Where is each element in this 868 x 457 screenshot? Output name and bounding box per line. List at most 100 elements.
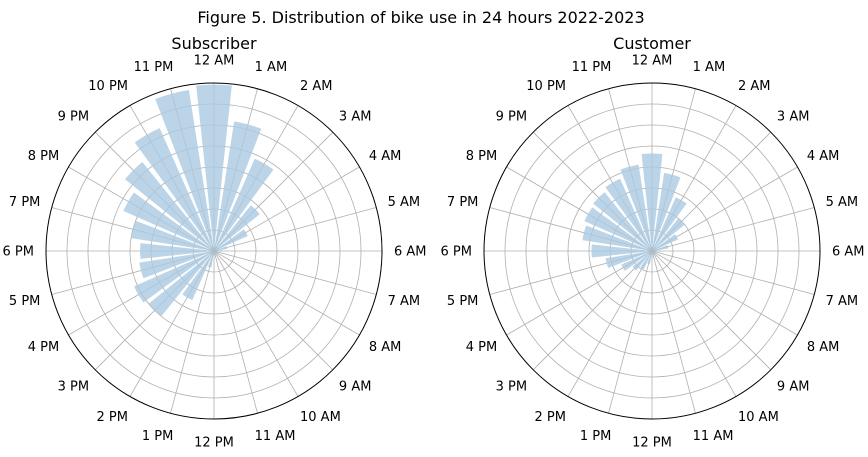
customer-angular-gridline xyxy=(651,250,815,295)
customer-hour-label-3-pm: 3 PM xyxy=(496,380,527,395)
customer-hour-label-1-pm: 1 PM xyxy=(580,429,611,444)
subscriber-angular-gridline xyxy=(213,250,258,414)
subscriber-hour-label-3-am: 3 AM xyxy=(339,109,372,124)
subscriber-polar-chart: Subscriber 12 AM 1 AM 2 AM 3 AM 4 AM 5 AM 6 AM… xyxy=(3,34,427,451)
customer-bar-3-pm xyxy=(632,251,652,271)
subscriber-bars xyxy=(123,84,274,317)
customer-bar-6-am xyxy=(652,250,661,252)
customer-chart-title: Customer xyxy=(613,34,691,53)
figure-title: Figure 5. Distribution of bike use in 24… xyxy=(197,8,644,27)
customer-hour-label-6-pm: 6 PM xyxy=(441,245,472,260)
customer-bar-8-pm xyxy=(584,207,652,251)
subscriber-chart-title: Subscriber xyxy=(171,34,257,53)
customer-bar-1-pm xyxy=(647,251,652,265)
subscriber-angular-gridline xyxy=(213,250,377,295)
subscriber-hour-label-4-pm: 4 PM xyxy=(28,340,59,355)
subscriber-bar-4-am xyxy=(214,229,248,251)
subscriber-bar-8-pm xyxy=(123,192,214,251)
subscriber-bar-1-am xyxy=(214,121,262,251)
subscriber-hour-label-12-pm: 12 PM xyxy=(194,436,234,451)
customer-bars xyxy=(582,153,687,271)
subscriber-bar-12-pm xyxy=(213,251,215,257)
subscriber-hour-label-2-pm: 2 PM xyxy=(97,410,128,425)
subscriber-bar-12-am xyxy=(196,84,232,251)
subscriber-bar-11-pm xyxy=(155,89,214,251)
subscriber-outer-frame xyxy=(45,82,383,420)
customer-hour-label-12-am: 12 AM xyxy=(632,54,673,69)
customer-hour-label-2-am: 2 AM xyxy=(738,79,771,94)
subscriber-bar-6-am xyxy=(214,250,223,252)
customer-angular-gridline xyxy=(532,250,653,371)
subscriber-hour-label-12-am: 12 AM xyxy=(194,54,235,69)
customer-hour-label-3-am: 3 AM xyxy=(777,109,810,124)
subscriber-hour-label-8-am: 8 AM xyxy=(369,340,402,355)
customer-bar-9-am xyxy=(652,251,655,254)
subscriber-bar-3-am xyxy=(214,205,260,251)
subscriber-hour-label-3-pm: 3 PM xyxy=(58,380,89,395)
customer-bar-9-pm xyxy=(593,192,652,251)
customer-bar-3-am xyxy=(652,218,685,251)
customer-bar-12-pm xyxy=(651,251,653,258)
customer-hour-label-8-am: 8 AM xyxy=(807,340,840,355)
customer-bar-5-pm xyxy=(605,251,652,268)
customer-hour-label-5-pm: 5 PM xyxy=(447,294,478,309)
customer-angular-gridline xyxy=(567,250,653,397)
subscriber-bar-11-am xyxy=(214,251,216,255)
subscriber-hour-label-5-pm: 5 PM xyxy=(9,294,40,309)
customer-bar-2-am xyxy=(652,197,687,251)
customer-angular-gridline xyxy=(651,250,737,397)
customer-hour-label-11-pm: 11 PM xyxy=(572,60,612,75)
customer-hour-label-5-am: 5 AM xyxy=(826,195,859,210)
customer-bar-8-am xyxy=(652,251,656,253)
customer-hour-label-6-am: 6 AM xyxy=(832,245,865,260)
subscriber-bar-4-pm xyxy=(134,251,214,303)
customer-bar-4-pm xyxy=(621,251,652,271)
subscriber-hour-label-1-am: 1 AM xyxy=(255,60,288,75)
customer-bar-7-pm xyxy=(582,225,652,251)
subscriber-bar-10-pm xyxy=(134,128,214,251)
subscriber-hour-label-10-pm: 10 PM xyxy=(88,79,128,94)
subscriber-bar-6-pm xyxy=(140,243,214,259)
customer-hour-label-12-pm: 12 PM xyxy=(632,436,672,451)
customer-bar-1-am xyxy=(652,172,681,251)
subscriber-bar-8-am xyxy=(214,251,218,253)
subscriber-angular-gridline xyxy=(213,250,334,371)
customer-bar-11-pm xyxy=(620,164,652,251)
subscriber-hour-label-1-pm: 1 PM xyxy=(142,429,173,444)
customer-hour-label-9-am: 9 AM xyxy=(777,380,810,395)
subscriber-bar-10-am xyxy=(214,251,216,255)
subscriber-hour-label-11-pm: 11 PM xyxy=(134,60,174,75)
customer-angular-gridline xyxy=(651,207,815,252)
customer-hour-label-10-am: 10 AM xyxy=(738,410,779,425)
customer-bar-6-pm xyxy=(591,244,652,258)
customer-hour-label-7-pm: 7 PM xyxy=(447,195,478,210)
subscriber-bar-9-pm xyxy=(125,162,214,251)
subscriber-hour-label-4-am: 4 AM xyxy=(369,149,402,164)
subscriber-bar-9-am xyxy=(214,251,217,254)
customer-frame xyxy=(483,82,821,420)
subscriber-angular-gridline xyxy=(213,250,360,336)
subscriber-angular-gridline xyxy=(213,207,377,252)
subscriber-hour-label-9-am: 9 AM xyxy=(339,380,372,395)
subscriber-angular-gridline xyxy=(213,250,299,397)
subscriber-hour-label-11-am: 11 AM xyxy=(255,429,296,444)
customer-hour-labels: 12 AM 1 AM 2 AM 3 AM 4 AM 5 AM 6 AM 7 AM 8 AM 9 A… xyxy=(441,54,865,451)
subscriber-hour-label-9-pm: 9 PM xyxy=(58,109,89,124)
subscriber-bar-1-pm xyxy=(207,251,214,268)
customer-angular-gridline xyxy=(651,250,696,414)
subscriber-hour-label-6-am: 6 AM xyxy=(394,245,427,260)
customer-hour-label-10-pm: 10 PM xyxy=(526,79,566,94)
customer-angular-gridline xyxy=(651,250,772,371)
subscriber-hour-label-6-pm: 6 PM xyxy=(3,245,34,260)
subscriber-bar-2-pm xyxy=(182,251,214,301)
subscriber-hour-labels: 12 AM 1 AM 2 AM 3 AM 4 AM 5 AM 6 AM 7 AM 8 AM 9 A… xyxy=(3,54,427,451)
customer-bar-5-am xyxy=(652,244,669,251)
customer-hour-label-11-am: 11 AM xyxy=(693,429,734,444)
customer-bar-2-pm xyxy=(640,251,652,270)
subscriber-frame xyxy=(45,82,383,420)
subscriber-hour-label-8-pm: 8 PM xyxy=(28,149,59,164)
subscriber-hour-label-7-am: 7 AM xyxy=(388,294,421,309)
subscriber-hour-label-5-am: 5 AM xyxy=(388,195,421,210)
customer-bar-10-pm xyxy=(605,178,652,251)
subscriber-bar-2-am xyxy=(214,158,274,251)
